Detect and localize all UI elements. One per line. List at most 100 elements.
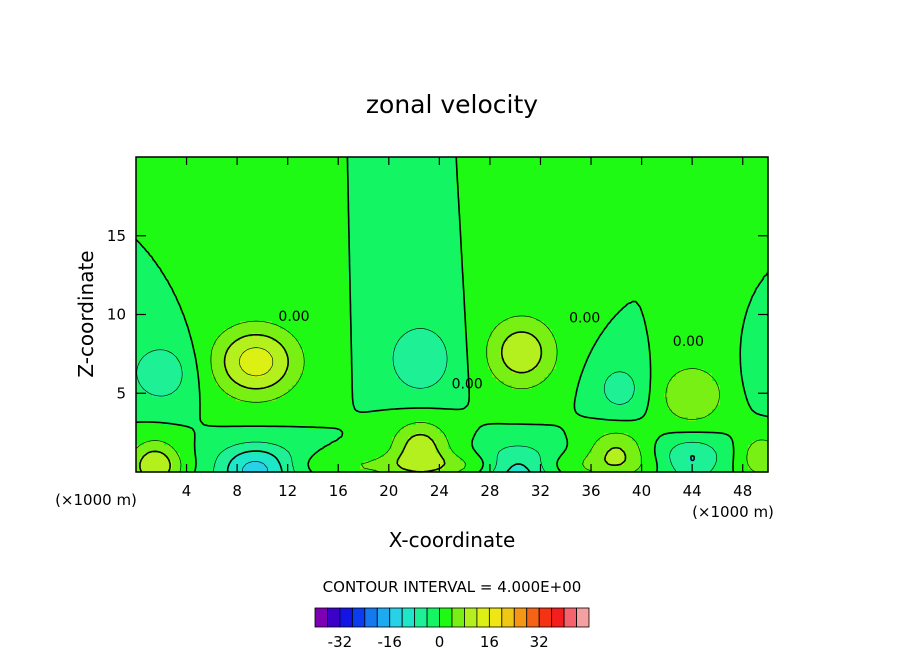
field-cell xyxy=(332,181,337,186)
field-cell xyxy=(200,245,205,250)
field-cell xyxy=(212,161,217,166)
field-cell xyxy=(224,229,229,234)
field-cell xyxy=(160,313,165,318)
field-cell xyxy=(228,421,233,426)
field-cell xyxy=(232,269,237,274)
field-cell xyxy=(260,165,265,170)
field-cell xyxy=(324,205,329,210)
field-cell xyxy=(236,361,241,366)
field-cell xyxy=(284,177,289,182)
field-cell xyxy=(192,453,197,458)
field-cell xyxy=(280,237,285,242)
field-cell xyxy=(240,193,245,198)
field-cell xyxy=(224,465,229,470)
field-cell xyxy=(156,381,161,386)
field-cell xyxy=(388,193,393,198)
field-cell xyxy=(312,349,317,354)
field-cell xyxy=(204,353,209,358)
field-cell xyxy=(224,325,229,330)
field-cell xyxy=(160,321,165,326)
field-cell xyxy=(336,221,341,226)
field-cell xyxy=(304,209,309,214)
field-cell xyxy=(296,361,301,366)
field-cell xyxy=(276,361,281,366)
field-cell xyxy=(148,321,153,326)
field-cell xyxy=(208,357,213,362)
field-cell xyxy=(300,201,305,206)
field-cell xyxy=(276,365,281,370)
field-cell xyxy=(256,365,261,370)
field-cell xyxy=(160,289,165,294)
field-cell xyxy=(360,385,365,390)
field-cell xyxy=(368,405,373,410)
field-cell xyxy=(284,461,289,466)
field-cell xyxy=(360,417,365,422)
field-cell xyxy=(360,333,365,338)
field-cell xyxy=(328,453,333,458)
field-cell xyxy=(196,245,201,250)
field-cell xyxy=(216,257,221,262)
field-cell xyxy=(292,365,297,370)
field-cell xyxy=(212,357,217,362)
field-cell xyxy=(212,309,217,314)
field-cell xyxy=(360,257,365,262)
field-cell xyxy=(192,177,197,182)
field-cell xyxy=(160,365,165,370)
field-cell xyxy=(340,341,345,346)
field-cell xyxy=(196,433,201,438)
field-cell xyxy=(144,469,149,473)
field-cell xyxy=(212,413,217,418)
field-cell xyxy=(236,293,241,298)
field-cell xyxy=(328,329,333,334)
field-cell xyxy=(228,377,233,382)
field-cell xyxy=(264,237,269,242)
field-cell xyxy=(372,469,377,473)
field-cell xyxy=(372,309,377,314)
field-cell xyxy=(176,341,181,346)
field-cell xyxy=(180,321,185,326)
field-cell xyxy=(368,433,373,438)
field-cell xyxy=(160,389,165,394)
field-cell xyxy=(224,273,229,278)
field-cell xyxy=(316,453,321,458)
field-cell xyxy=(148,465,153,470)
field-cell xyxy=(256,445,261,450)
field-cell xyxy=(300,381,305,386)
field-cell xyxy=(288,257,293,262)
field-cell xyxy=(376,457,381,462)
field-cell xyxy=(276,333,281,338)
field-cell xyxy=(280,241,285,246)
field-cell xyxy=(264,317,269,322)
field-cell xyxy=(248,353,253,358)
field-cell xyxy=(256,253,261,258)
field-cell xyxy=(200,289,205,294)
field-cell xyxy=(280,173,285,178)
field-cell xyxy=(164,409,169,414)
field-cell xyxy=(368,329,373,334)
field-cell xyxy=(188,417,193,422)
field-cell xyxy=(144,369,149,374)
field-cell xyxy=(380,269,385,274)
field-cell xyxy=(368,461,373,466)
field-cell xyxy=(328,297,333,302)
field-cell xyxy=(176,281,181,286)
field-cell xyxy=(244,321,249,326)
field-cell xyxy=(324,465,329,470)
field-cell xyxy=(380,277,385,282)
field-cell xyxy=(284,445,289,450)
field-cell xyxy=(228,249,233,254)
field-cell xyxy=(208,413,213,418)
field-cell xyxy=(328,469,333,473)
field-cell xyxy=(176,345,181,350)
field-cell xyxy=(232,369,237,374)
field-cell xyxy=(172,157,177,162)
field-cell xyxy=(164,357,169,362)
field-cell xyxy=(328,337,333,342)
field-cell xyxy=(268,329,273,334)
field-cell xyxy=(156,341,161,346)
field-cell xyxy=(224,161,229,166)
field-cell xyxy=(320,361,325,366)
field-cell xyxy=(200,365,205,370)
field-cell xyxy=(196,209,201,214)
field-cell xyxy=(308,309,313,314)
